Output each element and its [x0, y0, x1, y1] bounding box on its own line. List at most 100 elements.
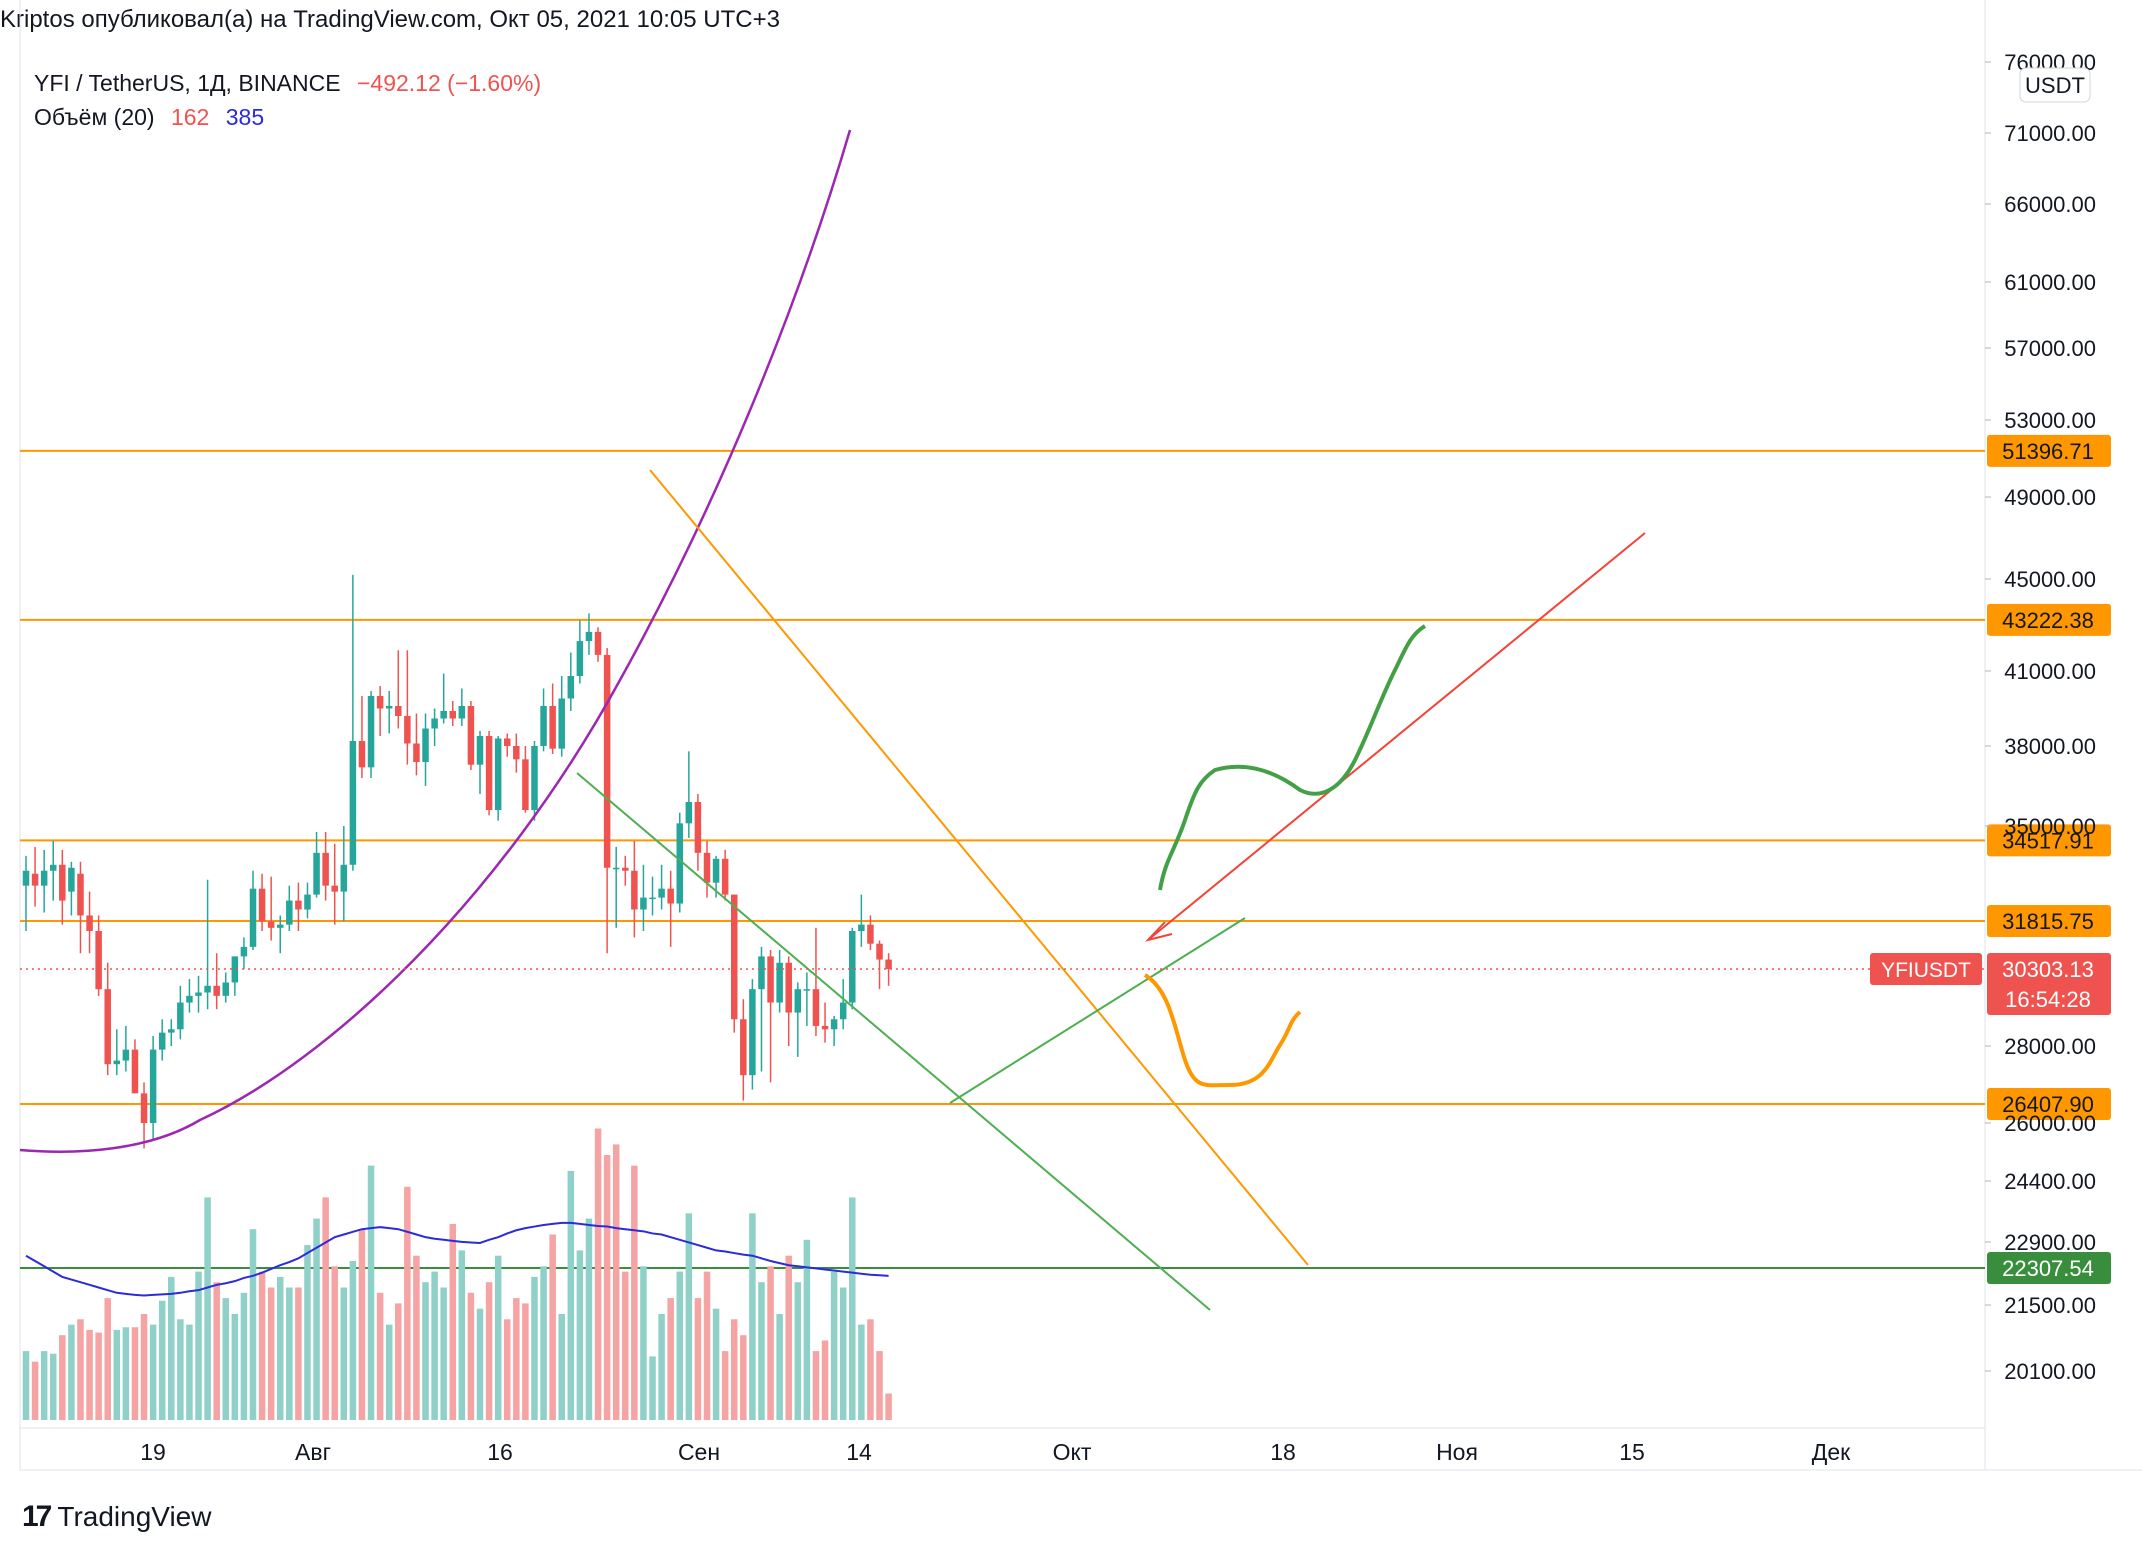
level-label-1: 43222.38 [2002, 608, 2094, 633]
volume-bar [658, 1314, 665, 1420]
candle-body [168, 1029, 175, 1033]
candle [231, 956, 239, 996]
price-tick-label: 28000.00 [2004, 1034, 2096, 1059]
candle [168, 1019, 175, 1046]
volume-bar [849, 1197, 856, 1420]
volume-bar [667, 1298, 674, 1420]
volume-bar [59, 1335, 66, 1420]
candle-body [531, 746, 538, 810]
candle-body [122, 1049, 130, 1061]
ascending-support-line[interactable] [949, 917, 1246, 1104]
bullish-scribble[interactable] [1158, 624, 1427, 891]
candle-body [513, 746, 520, 760]
volume-bar [249, 1229, 257, 1420]
volume-bar [685, 1213, 693, 1420]
volume-bar [885, 1393, 892, 1420]
candle [177, 985, 184, 1040]
level-label-2: 34517.91 [2002, 828, 2094, 853]
volume-bar [567, 1170, 575, 1420]
candle [839, 979, 847, 1030]
volume-bar [49, 1353, 57, 1420]
parabola-drawing[interactable] [19, 129, 852, 1153]
volume-bar [513, 1298, 520, 1420]
tradingview-logo[interactable]: 17 TradingView [22, 1500, 211, 1534]
candle [449, 701, 457, 726]
user-drawings[interactable] [19, 129, 1646, 1311]
volume-bar [494, 1255, 502, 1420]
candle-body [413, 743, 420, 762]
candle-body [367, 696, 375, 768]
volume-bar [295, 1287, 302, 1420]
price-tick-label: 26000.00 [2004, 1111, 2096, 1136]
candle-body [467, 706, 475, 765]
candle [395, 650, 402, 729]
volume-bar [730, 1319, 738, 1420]
volume-bar [204, 1197, 211, 1420]
currency-box[interactable] [2019, 67, 2091, 103]
volume-bar [876, 1351, 883, 1420]
candle [522, 746, 529, 813]
candle-body [622, 867, 629, 871]
red-arrow-line[interactable] [1147, 532, 1646, 941]
candle-body [376, 696, 384, 709]
candle [694, 794, 702, 871]
candle [549, 683, 556, 754]
price-tick-label: 49000.00 [2004, 485, 2096, 510]
price-change: −492.12 (−1.60%) [356, 70, 542, 96]
candle [749, 979, 756, 1090]
candle [503, 733, 511, 757]
candle-body [304, 894, 311, 910]
volume-bar [431, 1271, 438, 1420]
volume-bar [331, 1266, 338, 1420]
volume-bar [231, 1314, 239, 1420]
volume-bar [576, 1250, 584, 1420]
candle [186, 979, 193, 1013]
volume-bar [703, 1271, 711, 1420]
level-label-4: 26407.90 [2002, 1092, 2094, 1117]
candle-body [440, 711, 447, 719]
volume-bar [531, 1276, 538, 1420]
candle-body [749, 989, 756, 1076]
candle-body [313, 852, 320, 895]
channel-lower-line[interactable] [576, 772, 1211, 1311]
volume-bar [168, 1276, 175, 1420]
candle [431, 708, 438, 746]
candle-body [767, 956, 774, 1003]
candle-body [540, 706, 547, 746]
level-label-bg-3 [1987, 904, 2111, 937]
descending-trendline[interactable] [649, 469, 1309, 1266]
time-tick-label: Дек [1812, 1439, 1851, 1465]
candle-body [422, 728, 429, 762]
volume-bar [603, 1155, 611, 1420]
volume-bar [740, 1335, 747, 1420]
candle [667, 870, 674, 947]
candle-body [158, 1032, 166, 1050]
candle-body [649, 897, 656, 900]
volume-bar [77, 1319, 84, 1420]
level-label-0: 51396.71 [2002, 439, 2094, 464]
candle-body [331, 885, 338, 892]
volume-bar [149, 1324, 157, 1420]
horizontal-levels[interactable]: 51396.71 43222.38 34517.91 31815.75 26407.90… [20, 434, 2111, 1284]
volume-bar [776, 1314, 783, 1420]
candle [349, 574, 357, 871]
volume-bar [240, 1292, 248, 1420]
symbol-legend[interactable]: YFI / TetherUS, 1Д, BINANCE −492.12 (−1.… [34, 70, 551, 97]
candle [86, 891, 93, 954]
candle [558, 676, 565, 757]
time-tick-label: Окт [1053, 1439, 1092, 1465]
price-tick-label: 45000.00 [2004, 567, 2096, 592]
candle [567, 652, 575, 711]
volume-bar [803, 1239, 811, 1420]
candle [149, 1035, 157, 1142]
candle [49, 840, 57, 901]
candle-body [776, 962, 783, 1003]
volume-legend[interactable]: Объём (20) 162 385 [34, 104, 274, 131]
candle-body [59, 864, 66, 901]
volume-bar [395, 1303, 402, 1420]
candle-body [149, 1049, 157, 1123]
candle [603, 648, 611, 954]
bearish-scribble[interactable] [1143, 973, 1302, 1088]
candle-body [549, 706, 556, 749]
